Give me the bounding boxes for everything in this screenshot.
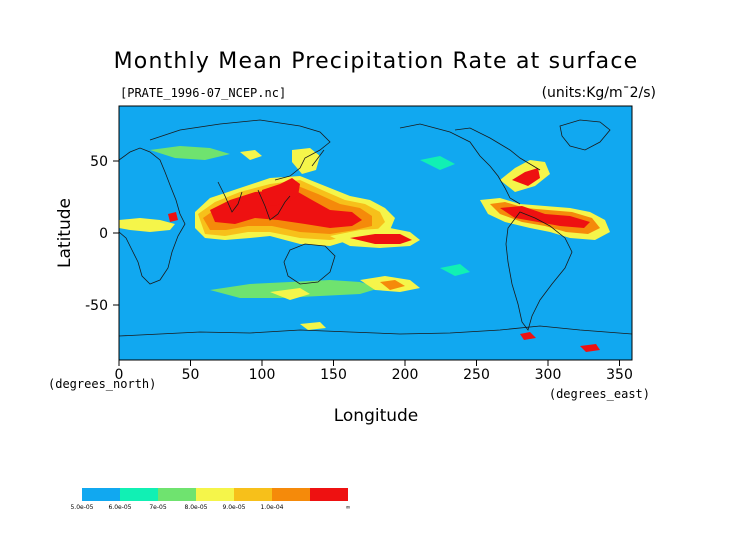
legend-label: 6.0e-05: [108, 504, 131, 511]
x-tick-label: 0: [115, 367, 124, 383]
x-tick-label: 100: [249, 367, 276, 383]
x-tick-label: 200: [392, 367, 419, 383]
legend-label: 9.0e-05: [222, 504, 245, 511]
legend-swatch: [234, 488, 272, 501]
legend-swatch: [196, 488, 234, 501]
legend-swatch: [272, 488, 310, 501]
y-tick-label: 0: [99, 226, 108, 242]
legend-label: ∞: [346, 504, 351, 511]
coastlines: [119, 119, 632, 337]
x-tick-label: 350: [606, 367, 633, 383]
legend-swatch: [82, 488, 120, 501]
legend-label: 7e-05: [149, 504, 166, 511]
y-axis-unit: (degrees_north): [48, 377, 156, 391]
y-tick-label: -50: [85, 298, 108, 314]
x-tick-label: 50: [182, 367, 200, 383]
legend-swatch: [158, 488, 196, 501]
x-axis-title: Longitude: [334, 406, 419, 426]
y-axis-title: Latitude: [55, 198, 75, 268]
x-tick-label: 250: [463, 367, 490, 383]
y-tick-label: 50: [90, 154, 108, 170]
file-label: [PRATE_1996-07_NCEP.nc]: [120, 86, 286, 100]
x-tick-label: 150: [320, 367, 347, 383]
x-axis: 0 50 100 150 200 250 300 350 Longitude (degrees…: [115, 360, 650, 426]
legend-label: 1.0e-04: [260, 504, 283, 511]
x-axis-unit: (degrees_east): [549, 387, 650, 401]
legend-swatch: [310, 488, 348, 501]
y-axis: 50 0 -50 Latitude (degrees_north): [48, 154, 156, 391]
legend-label: 5.0e-05: [70, 504, 93, 511]
map-title: Monthly Mean Precipitation Rate at surfa…: [114, 49, 639, 74]
legend-swatch: [120, 488, 158, 501]
precip-field: [119, 146, 610, 352]
units-label: (units:Kg/m¯2/s): [542, 85, 656, 101]
color-legend: 5.0e-05 6.0e-05 7e-05 8.0e-05 9.0e-05 1.0e-04…: [70, 488, 351, 511]
legend-label: 8.0e-05: [184, 504, 207, 511]
x-tick-label: 300: [535, 367, 562, 383]
map-panel: [118, 105, 633, 361]
